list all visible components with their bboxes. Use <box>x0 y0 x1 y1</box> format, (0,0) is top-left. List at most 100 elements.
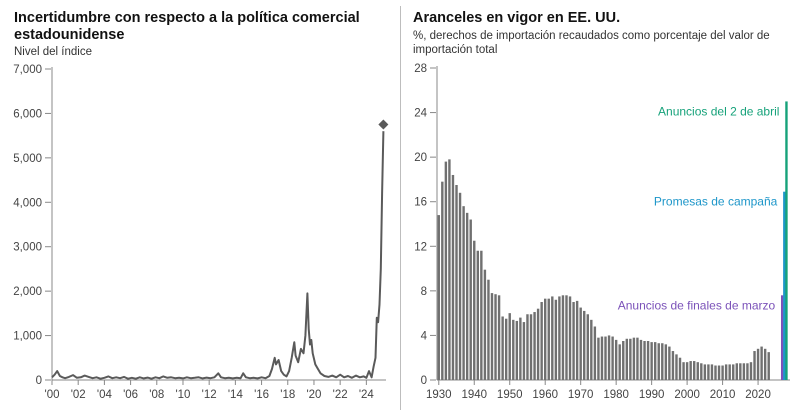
left-y-tick-label: 0 <box>36 375 42 387</box>
tariff-bar <box>483 269 487 380</box>
tariff-bar <box>618 344 621 380</box>
left-x-tick-label: '20 <box>306 389 321 401</box>
left-x-tick-label: '04 <box>97 389 113 401</box>
tariff-bar <box>526 314 529 380</box>
tariff-bar <box>533 312 536 380</box>
tariff-bar <box>579 307 582 380</box>
right-x-tick-label: 1940 <box>461 389 487 401</box>
right-x-tick-label: 1980 <box>603 389 629 401</box>
right-y-tick-label: 8 <box>421 286 427 298</box>
right-x-tick-label: 1960 <box>532 389 558 401</box>
tariff-bar <box>604 336 607 380</box>
left-y-tick-label: 2,000 <box>13 286 42 298</box>
tariff-bar <box>568 296 572 380</box>
left-chart-ylabel: Nivel del índice <box>14 46 92 58</box>
uncertainty-index-line <box>51 131 385 380</box>
tariff-bar <box>625 338 629 380</box>
latest-value-marker <box>378 119 389 130</box>
tariff-bar <box>607 335 611 380</box>
right-y-tick-label: 28 <box>414 63 427 75</box>
tariff-bar <box>561 295 565 380</box>
tariff-bar <box>668 346 671 380</box>
tariff-bar <box>650 342 653 380</box>
announcement-label: Promesas de campaña <box>654 195 778 209</box>
right-y-tick-label: 4 <box>421 330 428 342</box>
tariff-bar <box>661 343 664 380</box>
right-x-tick-label: 1970 <box>568 389 594 401</box>
tariff-bar <box>756 348 760 380</box>
left-x-tick-label: '18 <box>280 389 295 401</box>
right-y-tick-label: 24 <box>414 108 427 120</box>
tariff-bar <box>732 364 735 380</box>
right-x-tick-label: 2020 <box>745 389 771 401</box>
tariff-bar <box>451 174 455 380</box>
right-chart-title: Aranceles en vigor en EE. UU. <box>413 10 621 26</box>
tariff-bar <box>593 326 597 380</box>
announcement-bar <box>783 191 786 380</box>
tariff-bar <box>696 362 699 380</box>
tariff-bar <box>749 362 753 380</box>
tariff-bar <box>575 300 579 380</box>
tariff-bar <box>664 344 668 380</box>
tariff-bar <box>494 294 497 380</box>
tariff-bar <box>614 339 618 380</box>
tariff-bar <box>760 346 763 380</box>
tariff-bar <box>583 310 586 380</box>
tariff-bar <box>714 365 717 380</box>
right-y-tick-label: 0 <box>421 375 427 387</box>
tariff-bar <box>547 298 550 380</box>
announcement-label: Anuncios del 2 de abril <box>658 104 779 118</box>
tariff-bar <box>473 240 476 380</box>
announcement-bar <box>780 295 784 380</box>
tariff-bar <box>437 215 440 380</box>
tariff-bar <box>735 363 738 380</box>
tariff-bar <box>622 341 625 380</box>
tariff-bar <box>469 219 472 380</box>
tariff-bar <box>572 302 575 380</box>
tariff-bar <box>707 364 710 380</box>
tariff-bar <box>682 362 685 380</box>
right-x-tick-label: 2000 <box>674 389 700 401</box>
tariff-bar <box>724 364 728 380</box>
tariff-bar <box>458 192 462 380</box>
tariff-bar <box>678 357 682 380</box>
panel-divider <box>400 6 401 410</box>
right-y-tick-label: 12 <box>414 241 427 253</box>
tariff-bar <box>753 351 756 380</box>
right-x-tick-label: 1950 <box>497 389 523 401</box>
tariff-bar <box>646 341 650 380</box>
tariff-bar <box>480 250 483 380</box>
tariff-bar <box>448 159 451 380</box>
left-y-tick-label: 4,000 <box>13 197 42 209</box>
tariff-bar <box>501 316 504 380</box>
left-chart-title: Incertidumbre con respecto a la política… <box>14 10 360 43</box>
tariff-bar <box>763 348 767 380</box>
tariff-bar <box>565 295 568 380</box>
tariff-bar <box>685 362 689 380</box>
left-x-tick-label: '06 <box>123 389 138 401</box>
left-x-tick-label: '22 <box>333 389 348 401</box>
tariff-bar <box>444 161 448 380</box>
tariff-bar <box>639 339 643 380</box>
tariff-bar <box>689 361 692 380</box>
tariff-bar <box>536 308 540 380</box>
tariff-bar <box>600 336 604 380</box>
tariff-bar <box>544 298 547 380</box>
right-chart-ylabel: %, derechos de importación recaudados co… <box>413 30 770 56</box>
tariff-bar <box>462 206 465 380</box>
tariff-bar <box>522 322 526 380</box>
tariff-bar <box>629 338 632 380</box>
left-x-tick-label: '08 <box>149 389 164 401</box>
tariff-bar <box>455 185 458 380</box>
left-y-tick-label: 7,000 <box>13 64 42 76</box>
tariff-bar <box>497 295 501 380</box>
tariff-bar <box>508 313 511 380</box>
tariff-bar <box>632 337 636 380</box>
left-x-tick-label: '24 <box>359 389 375 401</box>
right-x-tick-label: 1990 <box>639 389 665 401</box>
right-chart: 0 4 8 12 16 20 24 28 1930 1940 1950 1960 1970 1980 199… <box>414 63 790 401</box>
right-x-tick-label: 2010 <box>710 389 736 401</box>
tariff-bar <box>476 250 479 380</box>
tariff-bar <box>767 352 770 380</box>
tariff-bar <box>739 363 742 380</box>
